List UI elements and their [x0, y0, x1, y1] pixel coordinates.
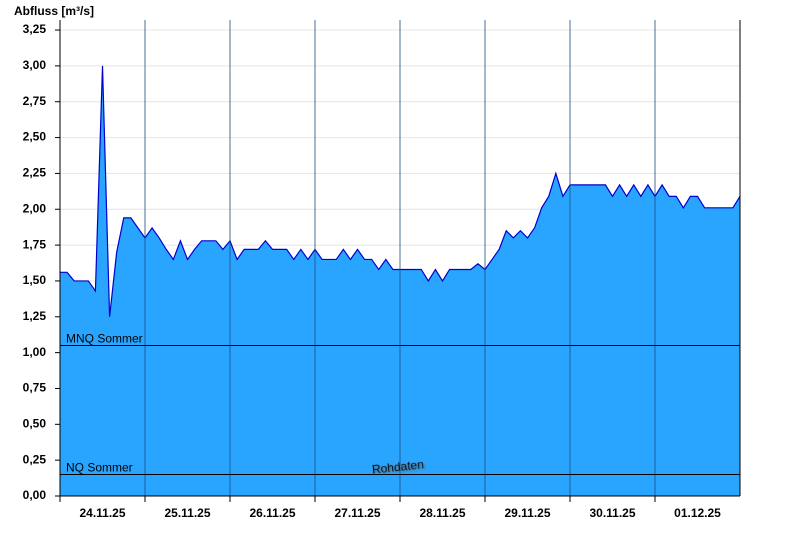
y-tick-label: 2,75 — [23, 94, 47, 108]
y-tick-label: 2,00 — [23, 201, 47, 215]
x-tick-label: 27.11.25 — [334, 506, 380, 520]
y-axis-title: Abfluss [m³/s] — [14, 4, 94, 18]
x-tick-label: 25.11.25 — [164, 506, 210, 520]
y-tick-label: 1,50 — [23, 273, 47, 287]
x-tick-label: 28.11.25 — [419, 506, 465, 520]
x-tick-label: 01.12.25 — [674, 506, 721, 520]
x-tick-label: 29.11.25 — [504, 506, 550, 520]
y-tick-label: 3,25 — [23, 22, 47, 36]
y-tick-label: 1,00 — [23, 345, 47, 359]
x-tick-label: 26.11.25 — [249, 506, 295, 520]
x-tick-label: 24.11.25 — [79, 506, 125, 520]
y-tick-label: 1,75 — [23, 237, 47, 251]
y-tick-label: 0,00 — [23, 488, 47, 502]
y-tick-label: 2,25 — [23, 166, 47, 180]
y-tick-label: 0,50 — [23, 416, 47, 430]
x-tick-label: 30.11.25 — [589, 506, 635, 520]
reference-label: NQ Sommer — [66, 461, 133, 475]
reference-label: MNQ Sommer — [66, 332, 143, 346]
y-tick-label: 2,50 — [23, 130, 47, 144]
y-tick-label: 3,00 — [23, 58, 47, 72]
y-tick-label: 0,25 — [23, 452, 47, 466]
y-tick-label: 1,25 — [23, 309, 47, 323]
y-tick-label: 0,75 — [23, 381, 47, 395]
watermark: Rohdaten — [371, 457, 424, 476]
